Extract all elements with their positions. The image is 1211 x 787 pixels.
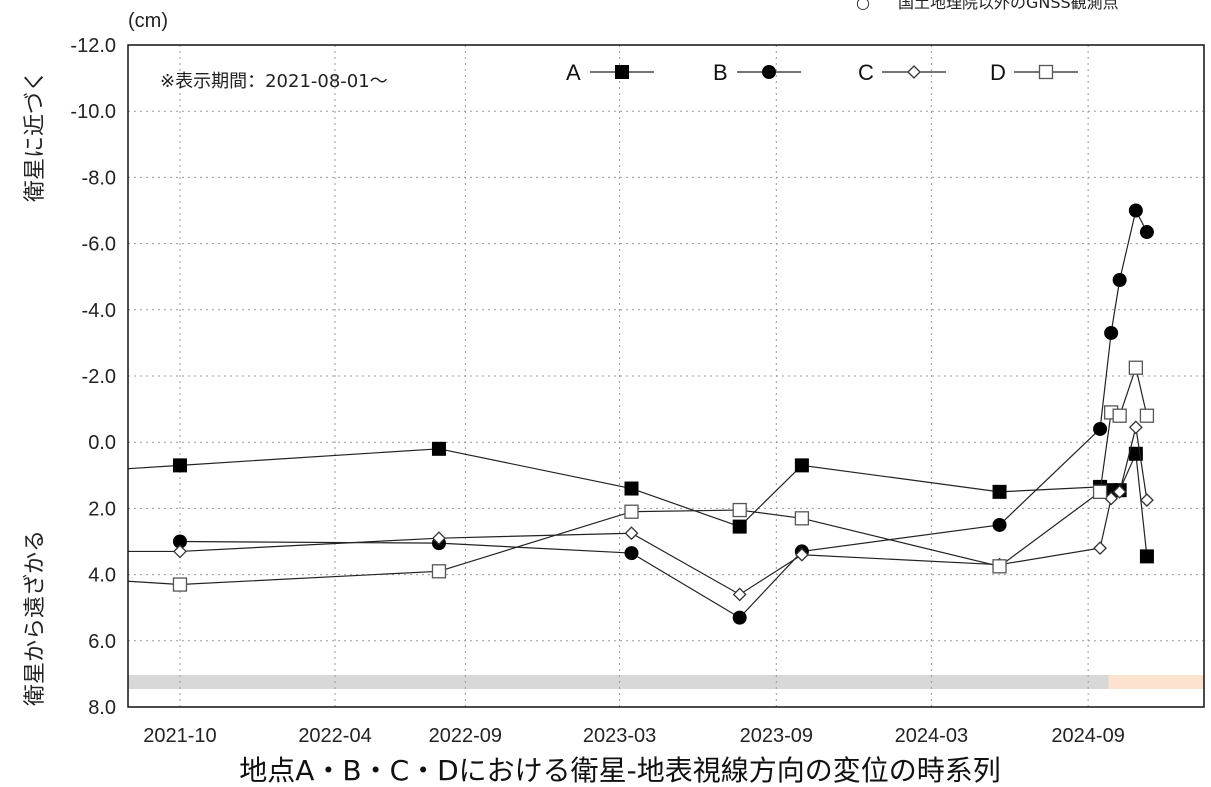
series-C (128, 420, 1154, 602)
series-line-A (127, 448, 1148, 557)
legend-label-A: A (566, 60, 581, 85)
legend-marker-A (615, 65, 629, 79)
point-C (624, 526, 639, 541)
x-tick-label: 2023-09 (740, 725, 813, 747)
y-tick-label: 2.0 (88, 498, 116, 520)
y-tick-label: 8.0 (88, 697, 116, 719)
point-B (624, 546, 639, 561)
y-tick-label: 6.0 (88, 631, 116, 653)
point-C (1140, 493, 1154, 508)
point-A (1139, 549, 1154, 564)
x-tick-labels: 2021-10 2022-04 2022-09 2023-03 2023-09 2024-… (143, 725, 1125, 747)
point-B (172, 534, 187, 549)
point-D (1128, 360, 1143, 375)
x-tick-label: 2022-04 (298, 725, 371, 747)
y-tick-label: -8.0 (82, 167, 116, 189)
legend-marker-B (762, 65, 776, 79)
point-D (1139, 408, 1155, 423)
y-tick-label: -2.0 (82, 366, 116, 388)
point-D (431, 564, 447, 579)
x-tick-label: 2022-09 (429, 725, 502, 747)
series-line-D (127, 365, 1148, 586)
ylabel-top: 衛星に近づく (23, 70, 48, 202)
legend: A B C D (566, 60, 1078, 85)
point-B (1112, 273, 1127, 288)
point-A (172, 458, 187, 473)
point-C (732, 587, 747, 602)
figure-caption: 地点A・B・C・Dにおける衛星-地表視線方向の変位の時系列 (239, 754, 1001, 787)
y-tick-label: -10.0 (70, 101, 116, 123)
bottom-band-1 (1108, 675, 1204, 689)
point-A (624, 481, 639, 496)
series-line-C (128, 427, 1148, 596)
point-B (992, 517, 1007, 532)
legend-label-B: B (713, 60, 728, 85)
point-B (1093, 421, 1108, 436)
series-D (127, 360, 1155, 592)
legend-marker-C (907, 65, 921, 79)
point-A (992, 484, 1007, 499)
legend-label-D: D (990, 60, 1006, 85)
point-D (794, 511, 810, 526)
point-D (732, 502, 747, 518)
bottom-band-0 (128, 675, 1109, 689)
point-B (1104, 325, 1119, 340)
point-D (1092, 484, 1108, 500)
point-D (992, 559, 1007, 574)
header-note-label: 国土地理院以外のGNSS観測点 (898, 0, 1119, 12)
header-note-symbol: ○ (856, 0, 870, 12)
point-C (794, 547, 809, 562)
bottom-bands (128, 675, 1204, 689)
y-tick-label: -12.0 (70, 35, 116, 57)
point-A (794, 458, 809, 473)
ylabel-bottom: 衛星から遠ざかる (22, 530, 48, 706)
point-B (1139, 225, 1154, 240)
point-C (1128, 420, 1143, 435)
y-tick-label: 0.0 (88, 432, 116, 454)
y-tick-label: 4.0 (88, 565, 116, 587)
point-A (732, 519, 747, 534)
legend-label-C: C (858, 60, 874, 85)
grid-lines (128, 45, 1204, 707)
y-tick-label: -6.0 (82, 234, 116, 256)
x-tick-label: 2024-03 (895, 725, 968, 747)
point-C (432, 531, 446, 546)
unit-label: (cm) (128, 10, 168, 32)
plot-frame (127, 44, 1205, 708)
y-tick-labels: -12.0 -10.0 -8.0 -6.0 -4.0 -2.0 0.0 2.0 4.0 6.0 8.… (70, 35, 116, 719)
point-D (1112, 408, 1127, 423)
point-C (173, 544, 187, 559)
point-C (1112, 484, 1127, 499)
x-tick-label: 2024-09 (1051, 725, 1124, 747)
display-period-annotation: ※表示期間：2021-08-01〜 (160, 71, 388, 92)
point-B (1128, 203, 1143, 218)
series-A (127, 441, 1154, 564)
point-C (1093, 541, 1107, 556)
point-D (624, 504, 639, 519)
point-D (172, 577, 188, 592)
point-A (431, 441, 446, 456)
x-tick-label: 2023-03 (583, 725, 656, 747)
point-B (732, 610, 747, 625)
legend-marker-D (1038, 64, 1054, 80)
series-layer (127, 203, 1155, 625)
y-tick-label: -4.0 (82, 300, 116, 322)
x-tick-label: 2021-10 (143, 725, 216, 747)
series-line-B (179, 208, 1148, 619)
